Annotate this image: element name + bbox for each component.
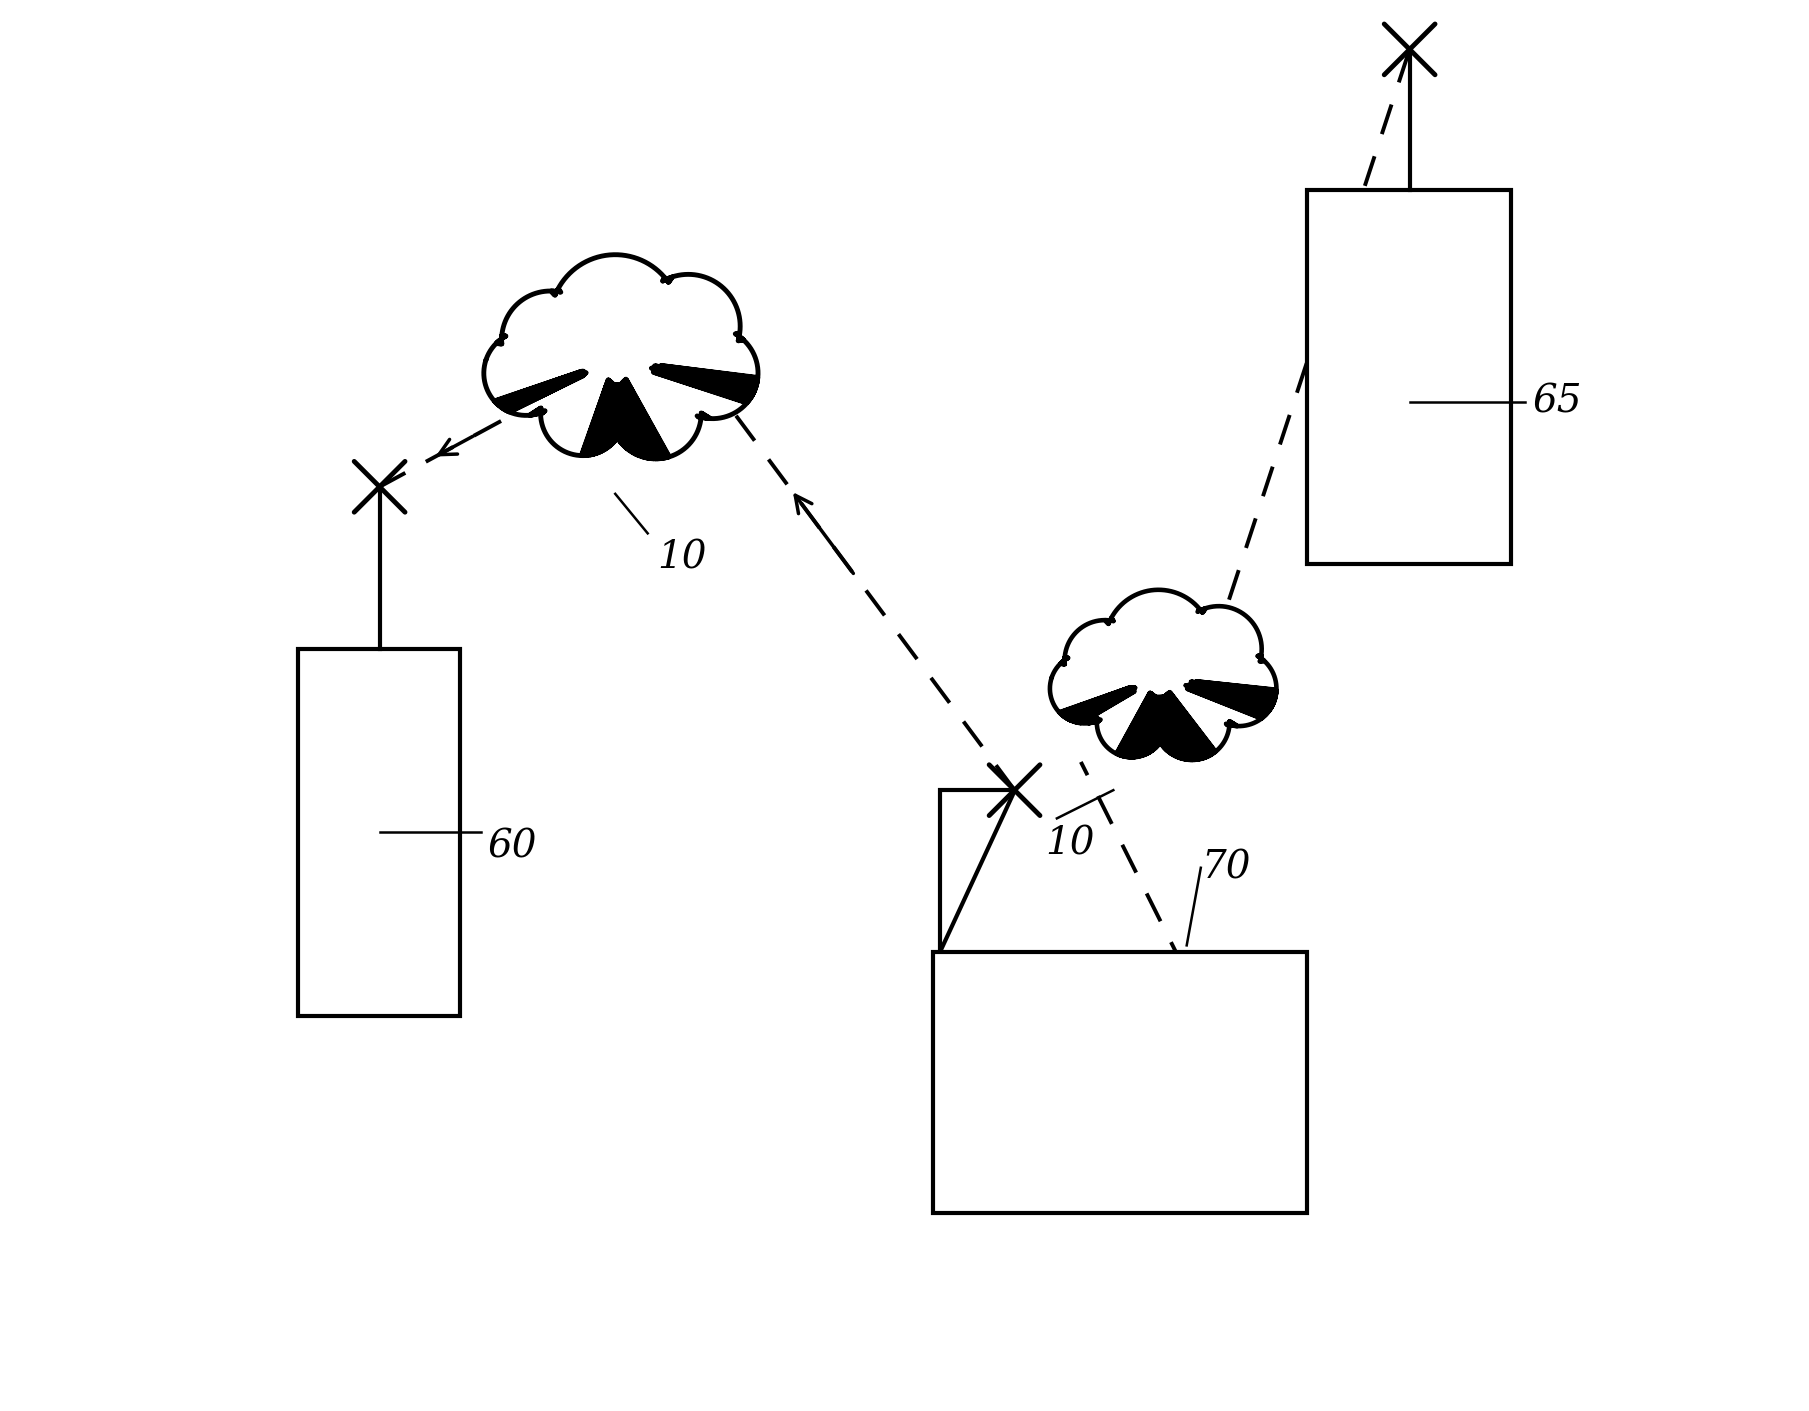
Circle shape bbox=[668, 327, 758, 419]
Circle shape bbox=[637, 274, 740, 378]
Text: 65: 65 bbox=[1532, 384, 1581, 420]
Circle shape bbox=[1201, 650, 1277, 727]
Circle shape bbox=[483, 332, 568, 415]
Circle shape bbox=[1176, 607, 1261, 691]
Bar bbox=[933, 952, 1306, 1213]
Circle shape bbox=[1154, 684, 1230, 761]
Circle shape bbox=[1096, 687, 1167, 758]
Circle shape bbox=[610, 368, 702, 459]
Text: 60: 60 bbox=[488, 828, 537, 865]
Circle shape bbox=[1049, 653, 1120, 724]
Bar bbox=[1306, 190, 1511, 564]
Text: 10: 10 bbox=[658, 539, 707, 576]
Circle shape bbox=[501, 291, 599, 388]
Circle shape bbox=[1066, 621, 1145, 700]
Circle shape bbox=[1105, 590, 1212, 697]
Circle shape bbox=[550, 254, 680, 384]
Text: 10: 10 bbox=[1046, 825, 1094, 862]
Text: 70: 70 bbox=[1201, 849, 1250, 886]
Circle shape bbox=[541, 371, 624, 456]
Bar bbox=[298, 649, 459, 1016]
Polygon shape bbox=[939, 790, 1015, 952]
